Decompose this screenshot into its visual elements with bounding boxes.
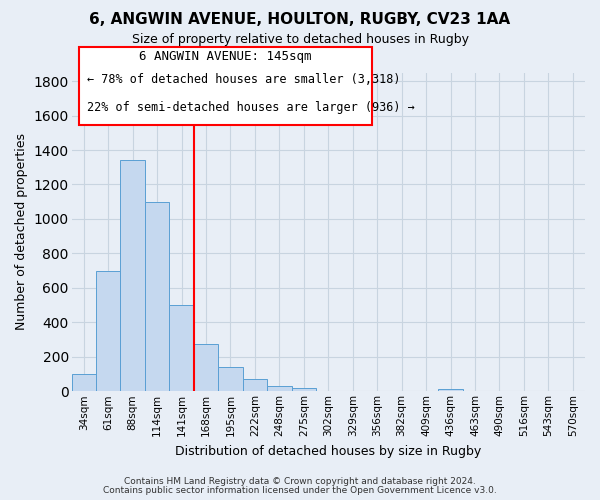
FancyBboxPatch shape <box>79 47 372 125</box>
Bar <box>243 379 267 392</box>
Text: Size of property relative to detached houses in Rugby: Size of property relative to detached ho… <box>131 32 469 46</box>
Text: ← 78% of detached houses are smaller (3,318): ← 78% of detached houses are smaller (3,… <box>87 74 400 86</box>
Text: Contains HM Land Registry data © Crown copyright and database right 2024.: Contains HM Land Registry data © Crown c… <box>124 477 476 486</box>
Text: 6 ANGWIN AVENUE: 145sqm: 6 ANGWIN AVENUE: 145sqm <box>139 50 312 63</box>
Bar <box>267 386 292 392</box>
Bar <box>439 388 463 392</box>
Bar <box>194 344 218 392</box>
Bar <box>71 374 96 392</box>
Bar <box>292 388 316 392</box>
Bar <box>96 270 121 392</box>
Y-axis label: Number of detached properties: Number of detached properties <box>15 134 28 330</box>
Bar <box>145 202 169 392</box>
Text: Contains public sector information licensed under the Open Government Licence v3: Contains public sector information licen… <box>103 486 497 495</box>
Bar <box>218 367 243 392</box>
X-axis label: Distribution of detached houses by size in Rugby: Distribution of detached houses by size … <box>175 444 481 458</box>
Text: 6, ANGWIN AVENUE, HOULTON, RUGBY, CV23 1AA: 6, ANGWIN AVENUE, HOULTON, RUGBY, CV23 1… <box>89 12 511 28</box>
Bar <box>169 305 194 392</box>
Text: 22% of semi-detached houses are larger (936) →: 22% of semi-detached houses are larger (… <box>87 102 415 114</box>
Bar <box>121 160 145 392</box>
